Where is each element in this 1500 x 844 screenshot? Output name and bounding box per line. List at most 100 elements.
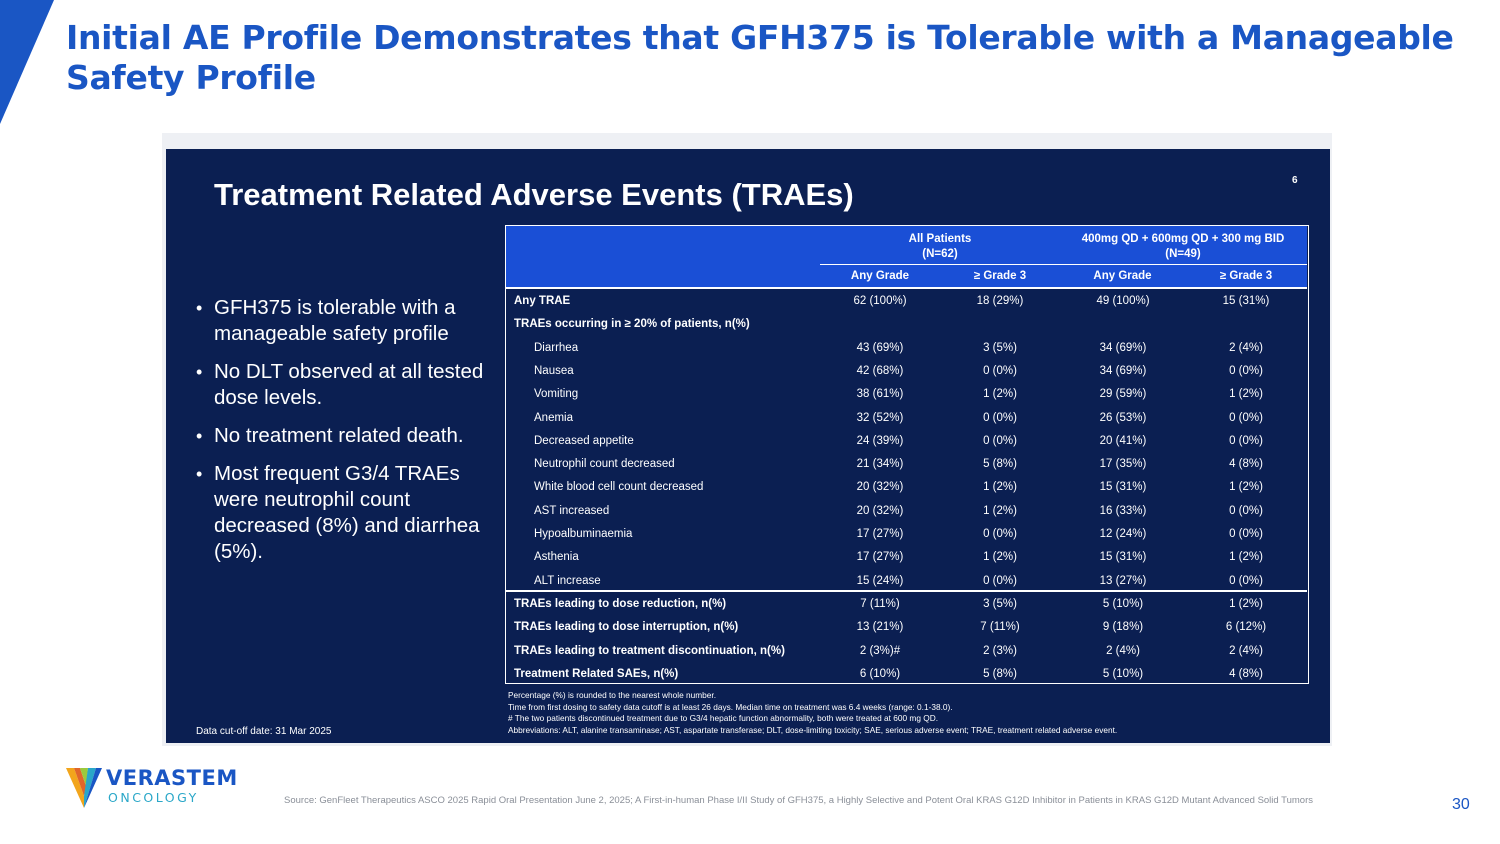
table-cell: 0 (0%)	[1229, 574, 1263, 587]
table-cell: 5 (8%)	[983, 667, 1017, 680]
table-cell: 42 (68%)	[856, 364, 904, 377]
group-header-all-patients: All Patients (N=62)	[820, 232, 1060, 262]
key-points-list: • GFH375 is tolerable with a manageable s…	[196, 295, 486, 577]
footnote: # The two patients discontinued treatmen…	[508, 713, 938, 723]
table-cell: 0 (0%)	[983, 364, 1017, 377]
source-citation: Source: GenFleet Therapeutics ASCO 2025 …	[284, 795, 1314, 806]
table-cell: 13 (27%)	[1099, 574, 1147, 587]
group-header-count: (N=49)	[1165, 248, 1201, 260]
row-label: Any TRAE	[514, 295, 571, 307]
table-cell: 0 (0%)	[1229, 504, 1263, 517]
table-cell: 5 (10%)	[1102, 598, 1144, 610]
table-cell: 0 (0%)	[983, 434, 1017, 447]
column-header: Any Grade	[1093, 270, 1152, 282]
column-header: ≥ Grade 3	[1219, 270, 1273, 282]
table-cell: 0 (0%)	[1229, 411, 1263, 424]
table-cell: 6 (10%)	[859, 667, 901, 680]
table-row: Nausea 42 (68%) 0 (0%) 34 (69%) 0 (0%)	[506, 360, 1307, 383]
logo-name: VERASTEM	[106, 766, 238, 790]
bullet-text: No DLT observed at all tested dose level…	[214, 360, 484, 409]
table-cell: 0 (0%)	[983, 411, 1017, 424]
column-header: Any Grade	[850, 270, 910, 282]
table-cell: 0 (0%)	[1229, 434, 1263, 447]
row-label: Asthenia	[534, 551, 579, 564]
table-cell: 62 (100%)	[853, 295, 907, 307]
table-cell: 0 (0%)	[983, 528, 1017, 540]
group-header-title: All Patients	[908, 233, 972, 245]
table-cell: 9 (18%)	[1102, 621, 1144, 634]
table-header: All Patients (N=62) 400mg QD + 600mg QD …	[506, 226, 1307, 288]
bullet-text: No treatment related death.	[214, 424, 464, 447]
table-cell: 17 (27%)	[856, 528, 904, 540]
table-cell: 34 (69%)	[1099, 364, 1147, 377]
table-cell: 20 (32%)	[856, 504, 904, 517]
panel-title: Treatment Related Adverse Events (TRAEs)	[214, 177, 854, 212]
table-cell: 0 (0%)	[1229, 364, 1263, 377]
table-cell: 1 (2%)	[983, 388, 1017, 401]
table-cell: 34 (69%)	[1099, 341, 1147, 354]
table-row: Anemia 32 (52%) 0 (0%) 26 (53%) 0 (0%)	[506, 407, 1307, 430]
bullet-item: • Most frequent G3/4 TRAEs were neutrophi…	[196, 461, 486, 565]
table-row: TRAEs leading to dose reduction, n(%) 7 (…	[506, 593, 1307, 616]
table-cell: 15 (31%)	[1222, 295, 1270, 307]
table-cell: 16 (33%)	[1099, 504, 1147, 517]
page-number: 30	[1452, 796, 1470, 813]
row-label: Treatment Related SAEs, n(%)	[514, 667, 679, 680]
bullet-dot-icon: •	[196, 464, 203, 484]
bullet-dot-icon: •	[196, 362, 203, 382]
table-cell: 21 (34%)	[856, 458, 904, 471]
table-cell: 1 (2%)	[1229, 551, 1263, 564]
row-label: White blood cell count decreased	[534, 481, 704, 494]
table-cell: 15 (31%)	[1099, 551, 1147, 564]
table-cell: 20 (41%)	[1099, 434, 1147, 447]
header-separator	[506, 287, 1307, 289]
row-label: Anemia	[534, 411, 573, 424]
trae-table: All Patients (N=62) 400mg QD + 600mg QD …	[505, 225, 1309, 684]
row-label: Vomiting	[534, 388, 579, 401]
verastem-logo: VERASTEM ONCOLOGY	[66, 766, 256, 810]
table-cell: 6 (12%)	[1225, 621, 1267, 634]
table-cell: 5 (8%)	[983, 458, 1017, 471]
group-header-count: (N=62)	[922, 248, 958, 260]
bullet-text: GFH375 is tolerable with a manageable sa…	[214, 296, 456, 345]
table-cell: 15 (24%)	[856, 574, 904, 587]
table-cell: 2 (3%)	[983, 644, 1017, 657]
header-rule	[820, 264, 1307, 265]
panel-page-number: 6	[1292, 175, 1298, 186]
table-row: Vomiting 38 (61%) 1 (2%) 29 (59%) 1 (2%)	[506, 383, 1307, 406]
data-cutoff-note: Data cut-off date: 31 Mar 2025	[196, 726, 332, 737]
slide-title-line1: Initial AE Profile Demonstrates that GFH…	[66, 18, 1454, 57]
table-row: White blood cell count decreased 20 (32%)…	[506, 476, 1307, 499]
table-row: ALT increase 15 (24%) 0 (0%) 13 (27%) 0 (0%)	[506, 570, 1307, 593]
table-cell: 2 (3%)#	[859, 644, 901, 657]
table-cell: 17 (35%)	[1099, 458, 1147, 471]
table-row: Hypoalbuminaemia 17 (27%) 0 (0%) 12 (24%) 0 …	[506, 523, 1307, 546]
table-cell: 24 (39%)	[856, 434, 904, 447]
bullet-text: Most frequent G3/4 TRAEs were neutrophil…	[214, 462, 480, 563]
verastem-v-icon	[66, 768, 102, 808]
section-separator	[506, 590, 1307, 592]
bullet-item: • GFH375 is tolerable with a manageable s…	[196, 295, 486, 347]
row-label: TRAEs leading to dose interruption, n(%)	[514, 621, 739, 634]
table-cell: 0 (0%)	[983, 574, 1017, 587]
table-cell: 0 (0%)	[1229, 528, 1263, 540]
table-row: TRAEs leading to dose interruption, n(%)…	[506, 616, 1307, 639]
table-cell: 2 (4%)	[1229, 644, 1263, 657]
table-cell: 3 (5%)	[983, 341, 1017, 354]
bullet-dot-icon: •	[196, 426, 203, 446]
table-cell: 1 (2%)	[983, 481, 1017, 494]
table-row: Diarrhea 43 (69%) 3 (5%) 34 (69%) 2 (4%)	[506, 337, 1307, 360]
row-label: Nausea	[534, 364, 574, 377]
table-cell: 15 (31%)	[1099, 481, 1147, 494]
table-cell: 18 (29%)	[976, 295, 1024, 307]
table-cell: 1 (2%)	[1229, 388, 1263, 401]
slide-title: Initial AE Profile Demonstrates that GFH…	[66, 18, 1466, 98]
table-row: Treatment Related SAEs, n(%) 6 (10%) 5 (8%…	[506, 663, 1307, 686]
row-label: TRAEs leading to dose reduction, n(%)	[514, 598, 727, 610]
bullet-dot-icon: •	[196, 298, 203, 318]
table-cell: 12 (24%)	[1099, 528, 1147, 540]
row-label: Diarrhea	[534, 341, 579, 354]
footnote: Time from first dosing to safety data cu…	[508, 701, 953, 712]
group-header-dose-cohort: 400mg QD + 600mg QD + 300 mg BID (N=49)	[1060, 232, 1306, 262]
table-cell: 7 (11%)	[980, 621, 1020, 634]
